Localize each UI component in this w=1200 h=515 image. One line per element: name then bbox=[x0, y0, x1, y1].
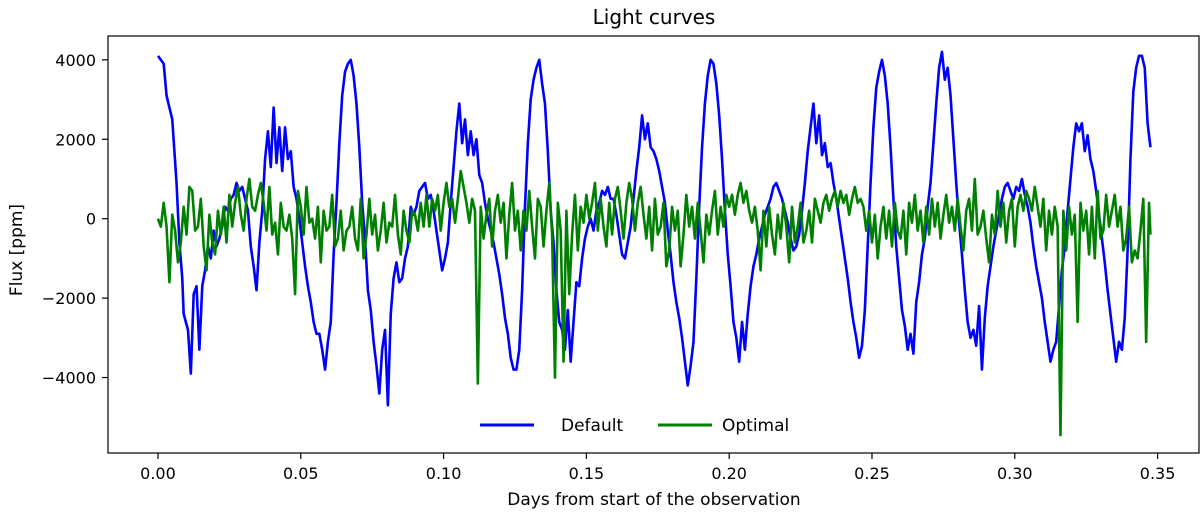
x-tick-label: 0.10 bbox=[426, 464, 462, 483]
y-tick-label: 0 bbox=[86, 210, 96, 229]
series-line-default bbox=[156, 50, 1152, 407]
axis-layer: 0.00 0.05 0.10 0.15 0.20 0.25 0.30 0.35 −4000 −20… bbox=[42, 51, 1176, 483]
legend-label-default: Default bbox=[561, 416, 623, 436]
x-tick-label: 0.25 bbox=[854, 464, 890, 483]
x-tick-label: 0.30 bbox=[997, 464, 1033, 483]
x-tick-label: 0.35 bbox=[1140, 464, 1176, 483]
x-tick-label: 0.00 bbox=[140, 464, 176, 483]
x-axis-label: Days from start of the observation bbox=[507, 490, 800, 510]
series-layer bbox=[156, 50, 1152, 437]
y-tick-label: −2000 bbox=[42, 289, 96, 308]
plot-frame bbox=[107, 35, 1200, 454]
x-tick-label: 0.15 bbox=[569, 464, 605, 483]
y-axis-label: Flux [ppm] bbox=[7, 204, 27, 296]
x-tick-label: 0.05 bbox=[283, 464, 319, 483]
legend-label-optimal: Optimal bbox=[722, 416, 789, 436]
series-line-optimal bbox=[156, 169, 1152, 437]
y-tick-label: −4000 bbox=[42, 369, 96, 388]
x-tick-label: 0.20 bbox=[711, 464, 747, 483]
chart-title: Light curves bbox=[593, 5, 716, 29]
y-tick-label: 2000 bbox=[55, 130, 96, 149]
legend: Default Optimal bbox=[480, 416, 789, 436]
y-tick-label: 4000 bbox=[55, 51, 96, 70]
